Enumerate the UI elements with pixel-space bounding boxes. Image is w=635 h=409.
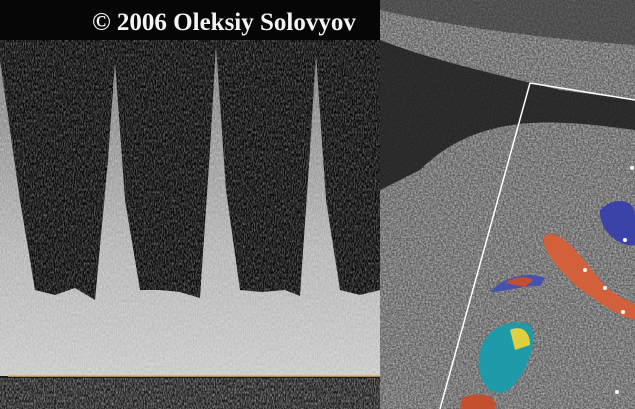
doppler-waveform xyxy=(0,40,380,409)
ultrasound-image: © 2006 Oleksiy Solovyov xyxy=(0,0,635,409)
bmode-panel xyxy=(380,0,635,409)
page: {"image": {"caption": "© 2006 Oleksiy So… xyxy=(0,0,635,409)
copyright-caption: © 2006 Oleksiy Solovyov xyxy=(92,9,356,36)
